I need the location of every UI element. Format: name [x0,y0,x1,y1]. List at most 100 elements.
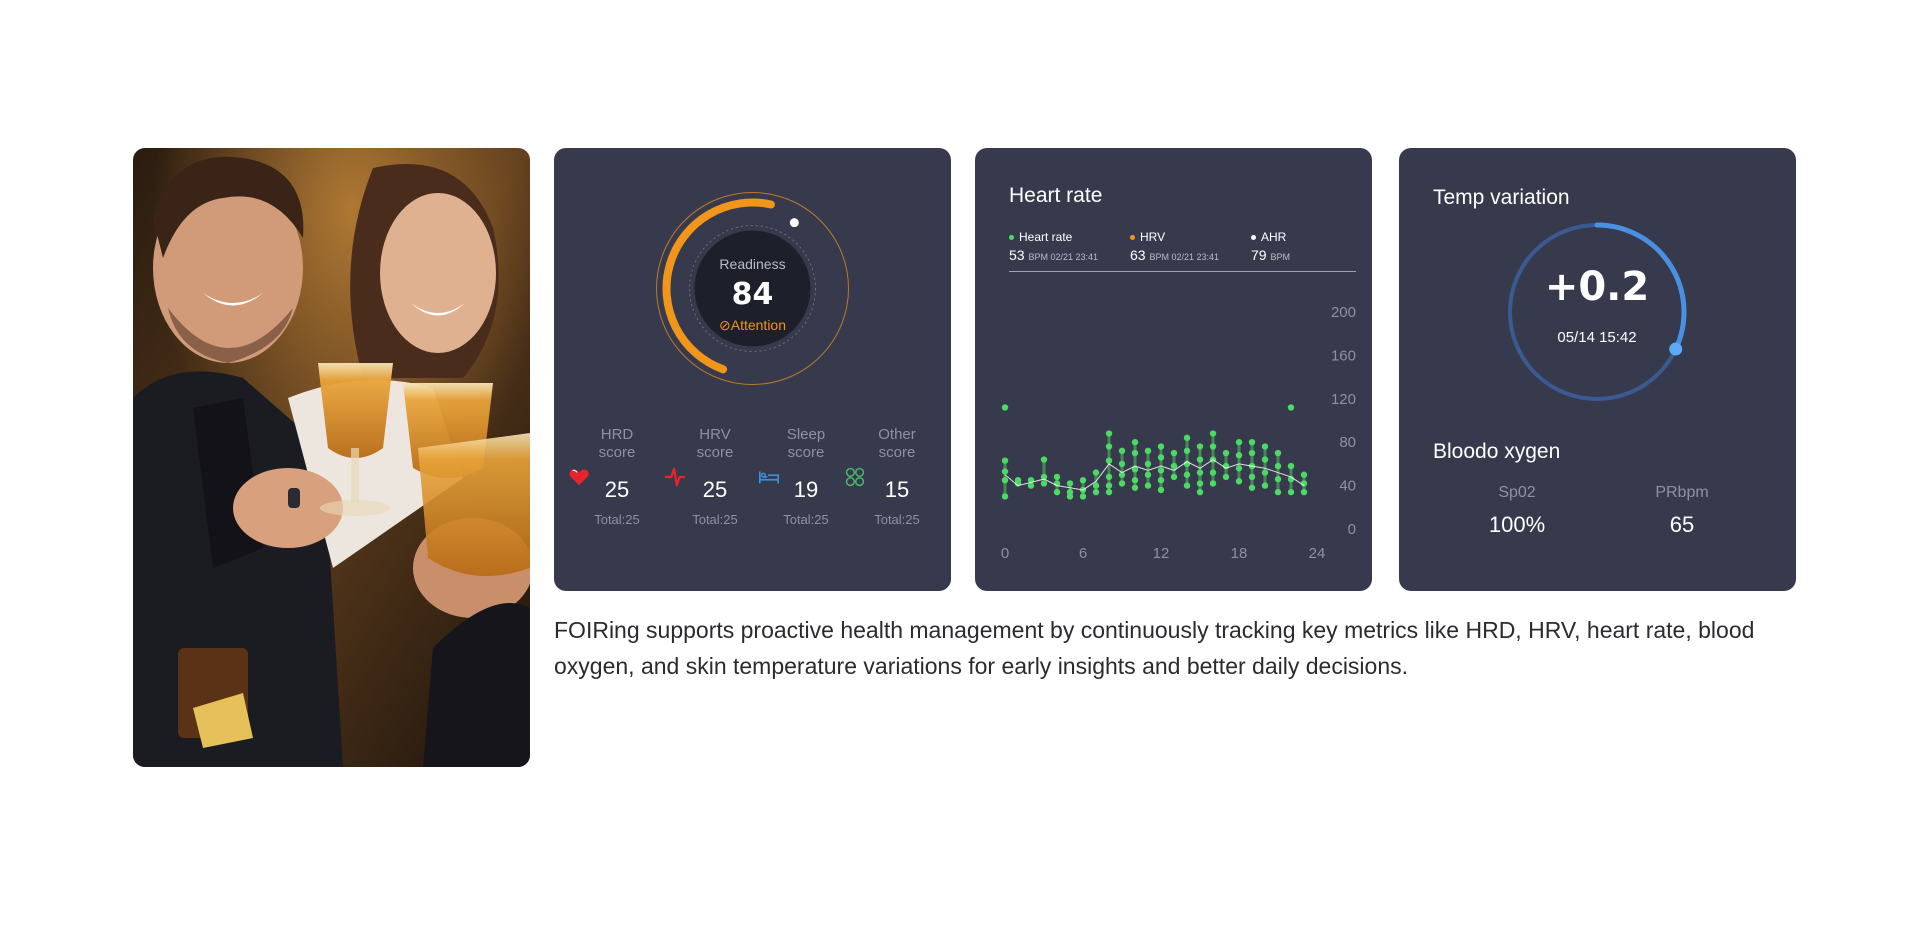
heart-rate-point [1183,447,1191,455]
x-tick-label: 12 [1153,545,1170,562]
score-total: Total:25 [874,512,920,527]
heart-rate-point [1170,449,1178,457]
score-total: Total:25 [692,512,738,527]
heart-rate-point [1196,480,1204,487]
oxygen-label: Sp02 [1498,484,1536,501]
heart-rate-point [1118,480,1126,487]
legend-heart-rate: Heart rate 53 BPM 02/21 23:41 [1009,230,1098,263]
legend-unit: BPM [1270,252,1290,262]
legend-value: 53 [1009,247,1025,263]
heart-rate-point [1053,488,1061,496]
heart-rate-point [1105,488,1113,496]
oxygen-label: PRbpm [1655,484,1709,501]
temp-title: Temp variation [1433,186,1570,209]
oxygen-value: 65 [1669,512,1695,537]
heart-rate-point [1053,473,1061,481]
temp-knob [1669,342,1683,356]
heart-rate-point [1170,462,1178,470]
x-tick-label: 24 [1309,545,1326,562]
readiness-gauge: Readiness 84 ⊘Attention [654,190,851,387]
legend-dot [1130,234,1135,240]
heart-rate-point [1105,443,1113,450]
heart-rate-point [1144,460,1152,468]
heart-rate-point [1287,488,1295,496]
heart-rate-point [1287,462,1295,470]
heart-rate-point [1196,488,1204,496]
heart-rate-card: Heart rate Heart rate 53 BPM 02/21 23:41… [975,148,1372,591]
heart-rate-point [1131,449,1139,457]
heart-rate-point [1144,447,1152,455]
heart-rate-point [1196,456,1204,463]
oxygen-value: 100% [1488,512,1546,537]
heart-rate-point [1261,482,1269,489]
readiness-label: Readiness [719,256,786,272]
heart-rate-point [1248,439,1256,446]
score-name: Sleep score [786,426,826,461]
legend-label: HRV [1140,230,1166,244]
heart-rate-point [1144,482,1152,489]
heart-rate-point [1261,443,1269,450]
legend-dot [1251,234,1256,240]
heart-rate-point [1235,452,1243,459]
y-tick-label: 40 [1339,478,1356,495]
heart-rate-point [1209,480,1217,487]
temp-progress-arc [1594,222,1687,352]
score-name: Other score [878,426,916,461]
average-line [1004,458,1305,491]
heart-rate-point [1261,456,1269,463]
heart-rate-point [1131,466,1139,473]
readiness-knob [789,218,799,228]
heart-rate-point [1274,462,1282,470]
score-name: HRD score [598,426,636,461]
legend-divider [1009,271,1356,272]
heart-rate-point [1131,484,1139,491]
heart-rate-point [1196,469,1204,476]
score-other: Other score 15 Total:25 [845,426,942,527]
oxygen-title: Bloodo xygen [1433,440,1561,463]
heart-rate-point [1001,404,1009,411]
legend-value: 63 [1130,247,1146,263]
heart-rate-point [1105,482,1113,489]
heart-rate-point [1235,465,1243,472]
heart-rate-point [1209,430,1217,437]
heart-rate-point [1261,469,1269,476]
heart-rate-point [1235,478,1243,485]
legend-value: 79 [1251,247,1267,263]
legend-label: AHR [1261,230,1287,244]
score-name: HRV score [696,426,734,461]
heart-rate-point [1001,457,1009,464]
legend-unit: BPM 02/21 23:41 [1028,252,1099,262]
legend-hrv: HRV 63 BPM 02/21 23:41 [1130,230,1219,263]
heart-rate-point [1105,473,1113,481]
heart-rate-point [1183,471,1191,478]
score-total: Total:25 [783,512,829,527]
heart-rate-point [1248,449,1256,457]
heart-rate-point [1105,430,1113,437]
check-circle-icon: ⊘ [719,317,731,333]
y-tick-label: 120 [1331,391,1356,408]
heart-rate-point [1274,449,1282,457]
heart-rate-point [1157,467,1165,474]
y-tick-label: 0 [1348,521,1356,538]
heart-rate-point [1300,471,1308,478]
score-sleep: Sleep score 19 Total:25 [759,426,851,527]
oxygen-prbpm: PRbpm 65 [1612,484,1752,538]
score-total: Total:25 [594,512,640,527]
heart-rate-point [1170,473,1178,481]
temp-time: 05/14 15:42 [1557,329,1637,346]
heart-rate-point [1040,480,1048,487]
heart-rate-point [1157,443,1165,450]
heart-rate-point [1118,447,1126,455]
temp-ring [1508,222,1687,401]
heart-rate-point [1105,457,1113,464]
oxygen-sp02: Sp02 100% [1447,484,1587,538]
heart-rate-legend: Heart rate 53 BPM 02/21 23:41 HRV 63 BPM… [1009,230,1359,270]
score-hrd: HRD score 25 Total:25 [569,426,662,527]
heart-rate-point [1144,471,1152,478]
readiness-ring [656,192,849,385]
heart-rate-point [1001,476,1009,484]
heart-rate-point [1196,443,1204,450]
temp-value: +0.2 [1544,264,1650,310]
clover-icon [845,467,865,487]
x-tick-label: 6 [1079,545,1087,562]
